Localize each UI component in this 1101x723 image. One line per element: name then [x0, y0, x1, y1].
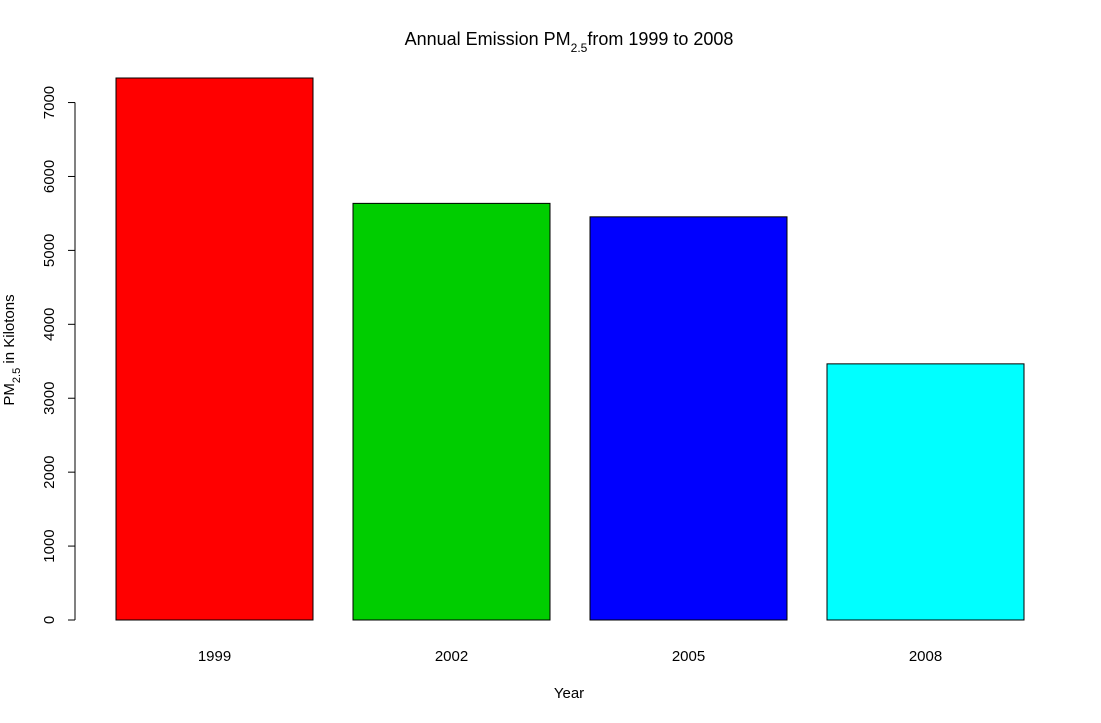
- bars-group: [115, 77, 1025, 621]
- y-tick-label: 6000: [41, 160, 58, 193]
- bar-2002: [352, 202, 551, 621]
- chart-title: Annual Emission PM2.5from 1999 to 2008: [405, 29, 734, 55]
- bar-2008: [826, 363, 1025, 621]
- y-tick-label: 2000: [41, 455, 58, 488]
- y-tick-label: 1000: [41, 529, 58, 562]
- x-tick-label: 2002: [435, 648, 468, 665]
- y-tick-label: 7000: [41, 86, 58, 119]
- x-tick-label: 2008: [909, 648, 942, 665]
- y-tick-label: 0: [41, 616, 58, 624]
- bar-1999: [115, 77, 314, 621]
- bar-2005: [589, 216, 788, 621]
- x-tick-label: 2005: [672, 648, 705, 665]
- y-tick-label: 5000: [41, 234, 58, 267]
- x-tick-labels: 1999 2002 2005 2008: [198, 648, 942, 665]
- y-tick-label: 3000: [41, 382, 58, 415]
- y-tick-label: 4000: [41, 308, 58, 341]
- x-axis-label: Year: [554, 685, 584, 702]
- y-axis: 0 1000 2000 3000 4000 5000 6000 7000: [41, 86, 76, 624]
- x-tick-label: 1999: [198, 648, 231, 665]
- y-axis-label: PM2.5 in Kilotons: [1, 294, 23, 405]
